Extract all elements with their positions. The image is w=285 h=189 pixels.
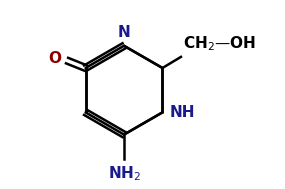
Text: NH: NH	[170, 105, 195, 120]
Text: NH$_2$: NH$_2$	[107, 164, 141, 183]
Text: O: O	[48, 51, 62, 66]
Text: CH$_2$—OH: CH$_2$—OH	[183, 34, 256, 53]
Text: N: N	[118, 25, 130, 40]
